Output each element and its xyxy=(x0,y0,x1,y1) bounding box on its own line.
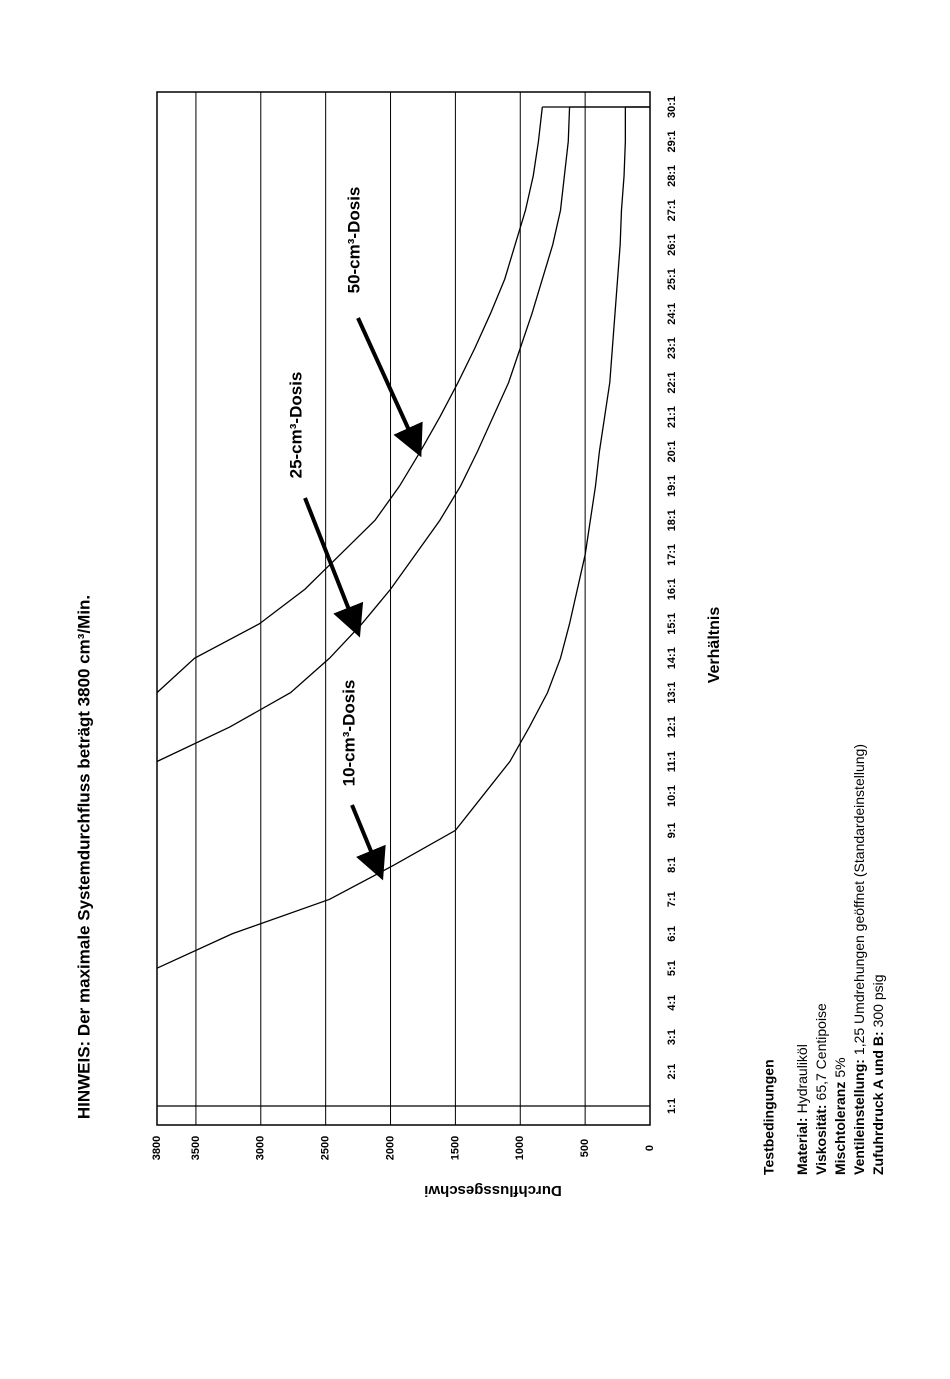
condition-line: Viskosität: 65,7 Centipoise xyxy=(813,1003,829,1175)
y-tick-label: 3800 xyxy=(151,1136,163,1160)
x-tick-label: 14:1 xyxy=(666,647,678,669)
x-tick-label: 8:1 xyxy=(666,857,678,873)
annotation-arrow xyxy=(303,497,364,638)
x-tick-label: 21:1 xyxy=(666,406,678,428)
y-tick-label: 3500 xyxy=(190,1136,202,1160)
x-tick-label: 1:1 xyxy=(666,1098,678,1114)
condition-value: 300 psig xyxy=(870,974,886,1027)
annotation-arrow xyxy=(356,317,423,458)
y-tick-label: 2000 xyxy=(384,1136,396,1160)
condition-label: Mischtoleranz xyxy=(832,1082,848,1175)
chart-title: HINWEIS: Der maximale Systemdurchfluss b… xyxy=(74,595,93,1119)
x-tick-label: 18:1 xyxy=(666,509,678,531)
series-label: 25-cm³-Dosis xyxy=(286,372,305,479)
x-tick-label: 30:1 xyxy=(666,96,678,118)
data-line xyxy=(156,106,543,694)
y-tick-label: 1000 xyxy=(514,1136,526,1160)
x-tick-label: 26:1 xyxy=(666,234,678,256)
x-tick-label: 22:1 xyxy=(666,372,678,394)
x-tick-label: 19:1 xyxy=(666,475,678,497)
condition-value: 1,25 Umdrehungen geöffnet (Standardeinst… xyxy=(851,744,867,1055)
plot-frame xyxy=(156,91,651,1126)
rotated-chart: HINWEIS: Der maximale Systemdurchfluss b… xyxy=(74,91,886,1175)
x-tick-label: 28:1 xyxy=(666,165,678,187)
condition-value: Hydrauliköl xyxy=(794,1044,810,1113)
x-tick-label: 7:1 xyxy=(666,891,678,907)
condition-label: Zufuhrdruck A und B: xyxy=(870,1031,886,1175)
x-tick-label: 27:1 xyxy=(666,199,678,221)
x-tick-label: 4:1 xyxy=(666,995,678,1011)
x-tick-label: 25:1 xyxy=(666,268,678,290)
data-line xyxy=(156,107,626,969)
condition-label: Material: xyxy=(794,1117,810,1175)
condition-value: 65,7 Centipoise xyxy=(813,1003,829,1101)
x-tick-label: 2:1 xyxy=(666,1064,678,1080)
series-label: 10-cm³-Dosis xyxy=(339,680,358,787)
x-tick-label: 15:1 xyxy=(666,613,678,635)
condition-value: 5% xyxy=(832,1057,848,1077)
condition-label: Viskosität: xyxy=(813,1104,829,1175)
x-tick-label: 23:1 xyxy=(666,337,678,359)
x-tick-label: 6:1 xyxy=(666,926,678,942)
x-tick-label: 12:1 xyxy=(666,716,678,738)
y-tick-label: 500 xyxy=(579,1139,591,1157)
y-tick-label: 2500 xyxy=(320,1136,332,1160)
x-tick-label: 11:1 xyxy=(666,751,678,772)
series-label: 50-cm³-Dosis xyxy=(344,187,363,294)
condition-line: Material: Hydrauliköl xyxy=(794,1044,810,1175)
condition-line: Mischtoleranz 5% xyxy=(832,1057,848,1175)
conditions-heading: Testbedingungen xyxy=(761,1059,777,1175)
x-tick-label: 24:1 xyxy=(666,303,678,325)
condition-line: Ventileinstellung: 1,25 Umdrehungen geöff… xyxy=(851,744,867,1175)
x-tick-label: 10:1 xyxy=(666,785,678,807)
x-tick-label: 20:1 xyxy=(666,440,678,462)
condition-label: Ventileinstellung: xyxy=(851,1059,867,1175)
x-tick-label: 5:1 xyxy=(666,960,678,976)
y-axis-title: Durchflussgeschwi xyxy=(424,1182,562,1199)
x-axis-title: Verhältnis xyxy=(706,607,723,684)
x-tick-label: 17:1 xyxy=(666,544,678,566)
x-tick-label: 3:1 xyxy=(666,1029,678,1045)
y-tick-label: 1500 xyxy=(449,1136,461,1160)
y-tick-label: 3000 xyxy=(255,1136,267,1160)
x-tick-label: 13:1 xyxy=(666,682,678,704)
data-line xyxy=(156,106,571,763)
x-tick-label: 16:1 xyxy=(666,578,678,600)
y-tick-label: 0 xyxy=(644,1145,656,1151)
x-tick-label: 29:1 xyxy=(666,130,678,152)
condition-line: Zufuhrdruck A und B: 300 psig xyxy=(870,974,886,1175)
x-tick-label: 9:1 xyxy=(666,822,678,838)
annotation-arrow xyxy=(350,804,386,881)
